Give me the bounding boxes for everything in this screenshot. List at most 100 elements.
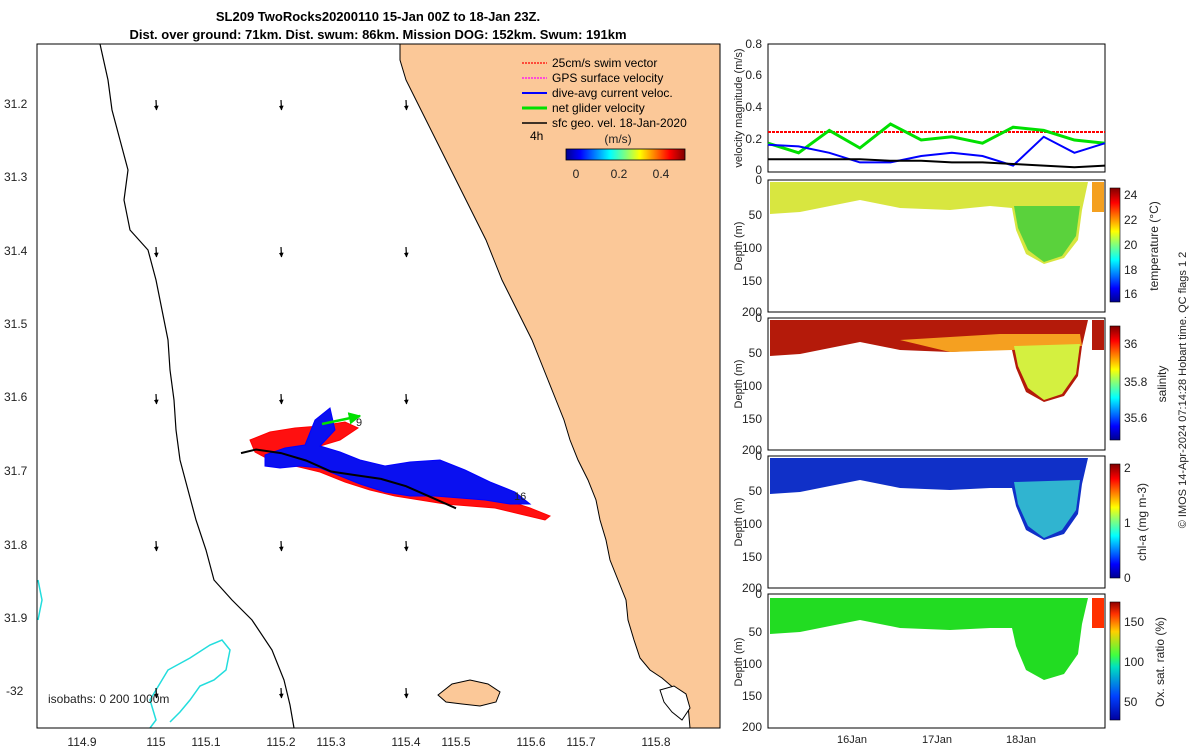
map-y-axis: 31.2 31.3 31.4 31.5 31.6 31.7 31.8 31.9 … <box>4 97 28 698</box>
vel-y-tick: 0.8 <box>745 37 762 51</box>
ox-cb-tick: 50 <box>1124 695 1138 709</box>
temp-cb-tick: 16 <box>1124 287 1138 301</box>
map-y-tick: 31.5 <box>4 317 28 331</box>
geo-arrow <box>278 687 284 699</box>
colorbar-tick: 0.2 <box>611 167 628 181</box>
current-vector-band <box>264 407 532 505</box>
geo-arrow <box>153 99 159 111</box>
map-x-tick: 115.4 <box>391 735 420 749</box>
glider-track <box>240 448 457 510</box>
depth-tick: 200 <box>742 720 762 734</box>
colorbar-tick: 0 <box>573 167 580 181</box>
map-frame <box>36 43 721 729</box>
chlorophyll-section <box>770 458 1088 540</box>
temperature-cb-label: temperature (°C) <box>1147 201 1161 291</box>
depth-label: Depth (m) <box>733 498 745 547</box>
chlorophyll-panel: 0 50 100 150 200 Depth (m) 0 1 2 chl-a (… <box>733 449 1149 595</box>
salinity-cb-label: salinity <box>1155 366 1169 403</box>
net-glider-velocity-arrow <box>321 412 362 426</box>
geo-velocity-arrows <box>153 99 409 699</box>
geo-arrow <box>278 99 284 111</box>
depth-tick: 50 <box>749 484 763 498</box>
vel-y-tick: 0.4 <box>745 100 762 114</box>
depth-tick: 50 <box>749 208 763 222</box>
temperature-deep <box>1014 206 1080 262</box>
label-4h: 4h <box>530 129 543 143</box>
ox-cb-tick: 150 <box>1124 615 1144 629</box>
geo-arrow <box>153 687 159 699</box>
depth-tick: 200 <box>742 305 762 319</box>
map-y-tick: 31.9 <box>4 611 28 625</box>
depth-tick: 0 <box>755 587 762 601</box>
geo-arrow <box>403 687 409 699</box>
velocity-frame <box>767 43 1106 173</box>
speed-colorbar <box>565 148 686 161</box>
map-y-tick: 31.3 <box>4 170 28 184</box>
temperature-colorbar <box>1109 187 1121 303</box>
oxygen-patch <box>1092 598 1104 628</box>
velocity-panel: 0 0.2 0.4 0.6 0.8 velocity magnitude (m/… <box>733 37 1106 177</box>
map-y-tick: -32 <box>6 684 24 698</box>
day-label: 16 <box>514 491 526 503</box>
copyright-caption: © IMOS 14-Apr-2024 07:14:28 Hobart time.… <box>1177 252 1189 529</box>
oxygen-panel: 0 50 100 150 200 Depth (m) 50 100 150 Ox… <box>733 587 1167 746</box>
salinity-colorbar <box>1109 325 1121 441</box>
map-x-tick: 114.9 <box>67 735 96 749</box>
map-title-line1: SL209 TwoRocks20200110 15-Jan 00Z to 18-… <box>216 9 540 24</box>
map-y-tick: 31.4 <box>4 244 28 258</box>
geo-arrow <box>153 246 159 258</box>
geo-arrow <box>153 540 159 552</box>
temp-cb-tick: 20 <box>1124 238 1138 252</box>
legend-label: dive-avg current veloc. <box>552 86 673 100</box>
glider-swath <box>249 407 551 521</box>
date-tick: 17Jan <box>922 734 952 746</box>
geo-arrow <box>278 393 284 405</box>
map-x-tick: 115.6 <box>516 735 545 749</box>
legend-label: net glider velocity <box>552 101 645 115</box>
velocity-series <box>767 122 1106 169</box>
date-tick: 16Jan <box>837 734 867 746</box>
velocity-series-line <box>767 135 1106 167</box>
depth-tick: 50 <box>749 346 763 360</box>
temp-cb-tick: 22 <box>1124 213 1138 227</box>
legend-label: sfc geo. vel. 18-Jan-2020 <box>552 116 687 130</box>
salinity-deep <box>1014 344 1080 400</box>
map-title-line2: Dist. over ground: 71km. Dist. swum: 86k… <box>129 27 626 42</box>
depth-tick: 150 <box>742 412 762 426</box>
isobath-200 <box>99 43 295 729</box>
geo-arrow <box>403 99 409 111</box>
depth-tick: 0 <box>755 311 762 325</box>
map-legend: 25cm/s swim vector GPS surface velocity … <box>522 56 687 181</box>
temperature-section <box>770 182 1088 264</box>
depth-tick: 0 <box>755 173 762 187</box>
map-x-tick: 115 <box>146 735 165 749</box>
depth-label: Depth (m) <box>733 222 745 271</box>
chlorophyll-cb-label: chl-a (mg m-3) <box>1135 483 1149 561</box>
map-x-axis: 114.9 115 115.1 115.2 115.3 115.4 115.5 … <box>67 735 670 749</box>
geo-arrow <box>403 540 409 552</box>
depth-tick: 150 <box>742 274 762 288</box>
date-tick: 18Jan <box>1006 734 1036 746</box>
temp-cb-tick: 24 <box>1124 188 1138 202</box>
legend-label: 25cm/s swim vector <box>552 56 657 70</box>
map-x-tick: 115.3 <box>316 735 345 749</box>
sal-cb-tick: 35.8 <box>1124 375 1148 389</box>
map-x-tick: 115.5 <box>441 735 470 749</box>
isobath-1000 <box>37 579 231 729</box>
map-y-tick: 31.6 <box>4 390 28 404</box>
map-x-tick: 115.8 <box>641 735 670 749</box>
chl-cb-tick: 0 <box>1124 571 1131 585</box>
depth-label: Depth (m) <box>733 638 745 687</box>
oxygen-colorbar <box>1109 601 1121 721</box>
depth-tick: 100 <box>742 657 762 671</box>
geo-arrow <box>153 393 159 405</box>
island <box>437 679 501 707</box>
temperature-panel: 0 50 100 150 200 Depth (m) 16 18 20 22 2… <box>733 173 1161 319</box>
isobaths-note: isobaths: 0 200 1000m <box>48 692 169 706</box>
depth-tick: 200 <box>742 581 762 595</box>
geo-arrow <box>403 393 409 405</box>
depth-label: Depth (m) <box>733 360 745 409</box>
map-panel: SL209 TwoRocks20200110 15-Jan 00Z to 18-… <box>4 9 721 749</box>
geo-arrow <box>278 246 284 258</box>
